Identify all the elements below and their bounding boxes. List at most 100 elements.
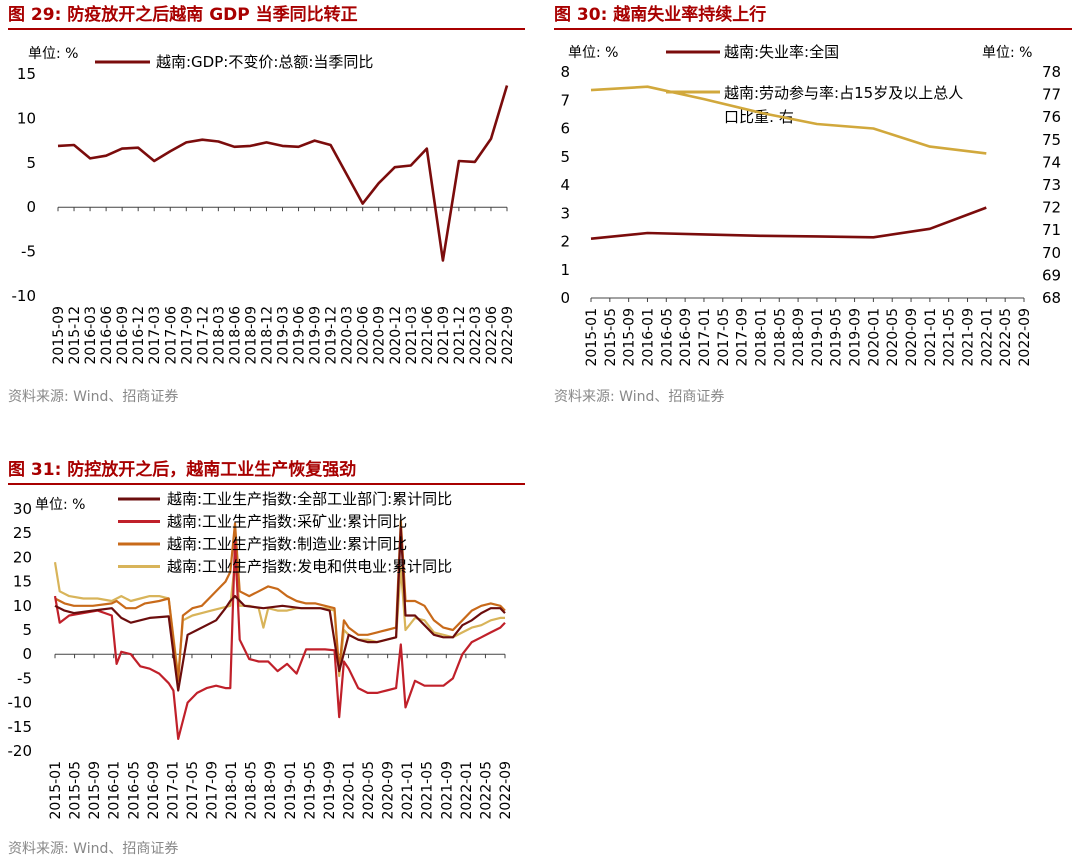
chart-30-y-tick-right: 72 xyxy=(1042,199,1061,217)
chart-30-x-tick: 2019-05 xyxy=(829,308,845,367)
chart-30-x-tick: 2018-05 xyxy=(772,308,788,367)
chart-30-x-tick: 2016-09 xyxy=(678,308,694,367)
chart-29-x-tick: 2018-06 xyxy=(227,306,243,365)
chart-30-y-tick-left: 2 xyxy=(560,233,570,251)
chart-31-x-tick: 2015-09 xyxy=(87,761,103,820)
chart-29-x-tick: 2017-09 xyxy=(179,306,195,365)
chart-29-x-tick: 2022-06 xyxy=(484,306,500,365)
chart-31-y-tick: 15 xyxy=(13,573,32,591)
chart-29-source: 资料来源: Wind、招商证券 xyxy=(8,389,179,405)
chart-30-y-tick-left: 5 xyxy=(560,148,570,166)
chart-31-y-tick: 10 xyxy=(13,597,32,615)
chart-31-x-tick: 2021-01 xyxy=(400,761,416,820)
chart-30-y-tick-left: 1 xyxy=(560,261,570,279)
chart-31-legend-label: 越南:工业生产指数:制造业:累计同比 xyxy=(167,535,407,553)
chart-30-y-tick-left: 7 xyxy=(560,91,570,109)
chart-29-x-tick: 2018-03 xyxy=(211,306,227,365)
chart-31-y-tick: -10 xyxy=(8,694,33,712)
chart-31-x-tick: 2018-05 xyxy=(244,761,260,820)
chart-31-x-tick: 2015-05 xyxy=(68,761,84,820)
chart-30-x-tick: 2020-09 xyxy=(904,308,920,367)
chart-30-x-tick: 2016-01 xyxy=(640,308,656,367)
chart-31-x-tick: 2016-01 xyxy=(107,761,123,820)
chart-31-legend-label: 越南:工业生产指数:采矿业:累计同比 xyxy=(167,513,407,531)
chart-31-unit-label: 单位: % xyxy=(35,497,85,513)
chart-29-x-tick: 2021-06 xyxy=(420,306,436,365)
chart-30-x-tick: 2022-09 xyxy=(1017,308,1033,367)
chart-29-x-tick: 2020-09 xyxy=(372,306,388,365)
chart-29-x-tick: 2020-06 xyxy=(356,306,372,365)
chart-31-x-tick: 2019-05 xyxy=(302,761,318,820)
chart-29-y-tick: 0 xyxy=(26,198,36,216)
chart-31-x-tick: 2021-05 xyxy=(420,761,436,820)
chart-29-x-tick: 2017-12 xyxy=(195,306,211,365)
chart-30-unit-right: 单位: % xyxy=(982,45,1032,61)
chart-31-y-tick: -15 xyxy=(8,718,33,736)
chart-29-x-tick: 2016-09 xyxy=(115,306,131,365)
chart-30-x-tick: 2022-05 xyxy=(998,308,1014,367)
chart-30-y-tick-right: 75 xyxy=(1042,131,1061,149)
chart-29-y-tick: 10 xyxy=(17,109,36,127)
chart-30-x-tick: 2019-09 xyxy=(848,308,864,367)
chart-30-source: 资料来源: Wind、招商证券 xyxy=(554,389,725,405)
chart-30-x-tick: 2015-05 xyxy=(603,308,619,367)
chart-29-x-tick: 2019-12 xyxy=(324,306,340,365)
chart-29-x-tick: 2015-09 xyxy=(51,306,67,365)
chart-29-x-tick: 2017-06 xyxy=(163,306,179,365)
chart-31-legend-label: 越南:工业生产指数:发电和供电业:累计同比 xyxy=(167,558,452,576)
chart-31-y-tick: 5 xyxy=(22,621,32,639)
chart-30-y-tick-left: 6 xyxy=(560,120,570,138)
chart-31-x-tick: 2022-05 xyxy=(478,761,494,820)
chart-30-x-tick: 2020-05 xyxy=(885,308,901,367)
chart-29-x-tick: 2020-03 xyxy=(340,306,356,365)
chart-30-unit-left: 单位: % xyxy=(568,45,618,61)
chart-29-x-tick: 2016-06 xyxy=(99,306,115,365)
chart-31-title: 图 31: 防控放开之后，越南工业生产恢复强劲 xyxy=(8,457,525,485)
chart-29-x-tick: 2022-09 xyxy=(500,306,516,365)
chart-29-x-tick: 2017-03 xyxy=(147,306,163,365)
chart-30-x-tick: 2021-01 xyxy=(923,308,939,367)
chart-31-x-tick: 2017-01 xyxy=(165,761,181,820)
chart-30-series-unemployment xyxy=(590,206,987,240)
chart-31-y-tick: -20 xyxy=(8,742,33,760)
chart-30-y-tick-right: 68 xyxy=(1042,289,1061,307)
chart-31-y-tick: 20 xyxy=(13,548,32,566)
chart-30-y-tick-left: 3 xyxy=(560,204,570,222)
chart-29-x-tick: 2015-12 xyxy=(67,306,83,365)
chart-30-y-tick-right: 71 xyxy=(1042,221,1061,239)
chart-30-y-tick-right: 70 xyxy=(1042,244,1061,262)
chart-30-y-tick-left: 4 xyxy=(560,176,570,194)
chart-31-x-tick: 2020-01 xyxy=(341,761,357,820)
chart-29-x-tick: 2021-12 xyxy=(452,306,468,365)
chart-30-y-tick-right: 74 xyxy=(1042,153,1061,171)
chart-31-x-tick: 2019-09 xyxy=(322,761,338,820)
chart-30-title: 图 30: 越南失业率持续上行 xyxy=(554,2,1072,30)
chart-31-x-tick: 2016-09 xyxy=(146,761,162,820)
chart-31-series-manufacturing xyxy=(54,519,506,682)
chart-31-y-tick: 0 xyxy=(22,645,32,663)
chart-31-x-tick: 2017-05 xyxy=(185,761,201,820)
chart-30-svg: 单位: % 单位: % 越南:失业率:全国越南:劳动参与率:占15岁及以上总人口比重… xyxy=(560,43,1061,367)
chart-31-y-tick: -5 xyxy=(17,669,32,687)
chart-31-x-tick: 2021-09 xyxy=(439,761,455,820)
chart-30-x-tick: 2017-05 xyxy=(716,308,732,367)
chart-31-x-tick: 2017-09 xyxy=(205,761,221,820)
chart-30-y-tick-left: 0 xyxy=(560,289,570,307)
chart-29-series-gdp xyxy=(57,85,509,262)
chart-30-x-tick: 2015-01 xyxy=(584,308,600,367)
chart-29-x-tick: 2016-12 xyxy=(131,306,147,365)
chart-30-x-tick: 2015-09 xyxy=(622,308,638,367)
chart-30-x-tick: 2018-09 xyxy=(791,308,807,367)
chart-31-x-tick: 2022-01 xyxy=(459,761,475,820)
chart-29-y-tick: 5 xyxy=(26,154,36,172)
chart-31-series-electricity xyxy=(53,561,505,678)
chart-29-legend-label: 越南:GDP:不变价:总额:当季同比 xyxy=(156,53,373,71)
chart-31-y-tick: 25 xyxy=(13,524,32,542)
chart-30-y-tick-right: 73 xyxy=(1042,176,1061,194)
chart-31-legend-label: 越南:工业生产指数:全部工业部门:累计同比 xyxy=(167,490,452,508)
chart-31-x-tick: 2018-01 xyxy=(224,761,240,820)
chart-31-x-tick: 2020-05 xyxy=(361,761,377,820)
chart-29-x-tick: 2021-03 xyxy=(404,306,420,365)
chart-29-x-tick: 2020-12 xyxy=(388,306,404,365)
